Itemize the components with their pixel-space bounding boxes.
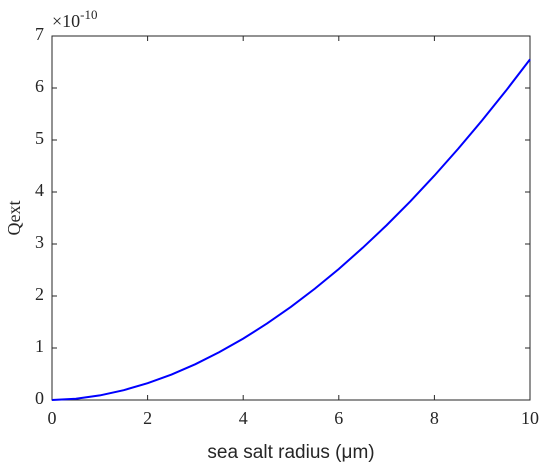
data-line: [51, 58, 531, 401]
y-multiplier: ×10-10: [52, 7, 98, 31]
plot-box: [51, 35, 531, 401]
y-tick-label: 0: [35, 388, 44, 408]
x-axis-label: sea salt radius (μm): [207, 442, 374, 463]
x-tick-label: 4: [239, 408, 248, 428]
y-tick-label: 6: [35, 76, 44, 96]
y-tick-label: 1: [35, 336, 44, 356]
y-tick-label: 2: [35, 284, 44, 304]
x-tick-label: 10: [521, 408, 539, 428]
y-axis-label: Qext: [4, 201, 24, 236]
y-tick-label: 3: [35, 232, 44, 252]
x-tick-label: 2: [143, 408, 152, 428]
y-tick-label: 5: [35, 128, 44, 148]
x-tick-label: 8: [430, 408, 439, 428]
x-tick-label: 0: [48, 408, 57, 428]
x-tick-label: 6: [334, 408, 343, 428]
y-tick-label: 4: [35, 180, 44, 200]
y-tick-label: 7: [35, 24, 44, 44]
